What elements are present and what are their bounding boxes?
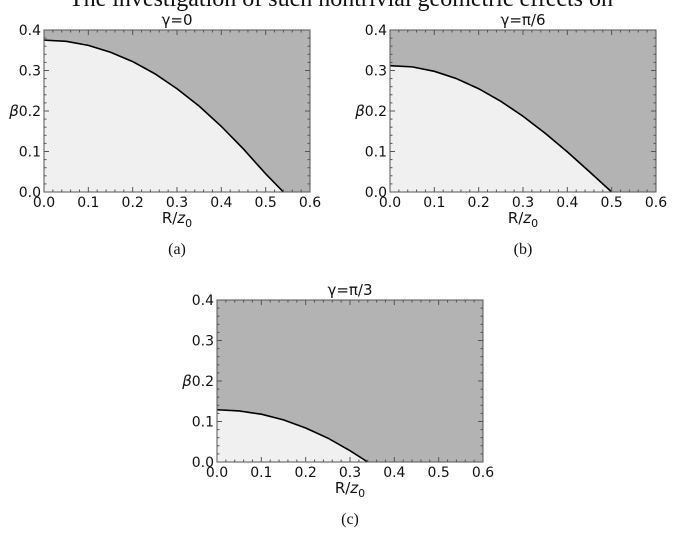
y-axis-title: β [181,372,192,390]
x-tick-label: 0.5 [255,195,277,211]
panel-caption: (a) [168,241,186,258]
region-lower [44,40,284,192]
header-text: The investigation of such nontrivial geo… [0,0,682,13]
panel-caption: (c) [341,511,359,528]
x-tick-label: 0.2 [295,465,317,481]
chart-panel-c: 0.0 0.1 0.2 0.3 0.4 0.5 0.6 0.0 0.1 0.2 0.3 0.4 γ=π/… [173,278,509,540]
boundary-curve [43,39,284,193]
chart-svg: 0.0 0.1 0.2 0.3 0.4 0.5 0.6 0.0 0.1 0.2 0.3 0.4 γ=0 β… [8,11,321,258]
x-axis-title: R/z0 [162,209,192,230]
x-tick-label: 0.2 [468,195,490,211]
x-tick-label: 0.6 [299,195,321,211]
boundary-curve [216,408,369,463]
y-tick-label: 0.3 [19,64,41,80]
region-lower [390,65,612,192]
chart-panel-a: 0.0 0.1 0.2 0.3 0.4 0.5 0.6 0.0 0.1 0.2 0.3 0.4 γ=0 β… [0,8,336,270]
x-tick-label: 0.3 [512,195,534,211]
y-tick-label: 0.4 [192,293,214,309]
chart-panel-b: 0.0 0.1 0.2 0.3 0.4 0.5 0.6 0.0 0.1 0.2 0.3 0.4 γ=π/… [346,8,682,270]
x-tick-label: 0.2 [122,195,144,211]
y-axis-title: β [8,102,19,120]
x-tick-label: 0.6 [472,465,494,481]
x-tick-label: 0.0 [206,465,228,481]
panel-title: γ=π/6 [500,11,545,29]
y-tick-label: 0.3 [365,64,387,80]
x-tick-label: 0.4 [383,465,405,481]
x-tick-label: 0.6 [645,195,667,211]
y-tick-label: 0.1 [365,145,387,161]
y-tick-label: 0.2 [192,374,214,390]
y-tick-label: 0.2 [365,104,387,120]
chart-svg: 0.0 0.1 0.2 0.3 0.4 0.5 0.6 0.0 0.1 0.2 0.3 0.4 γ=π/… [354,11,667,258]
y-tick-label: 0.3 [192,334,214,350]
y-tick-label: 0.1 [19,145,41,161]
x-tick-label: 0.3 [166,195,188,211]
x-tick-label: 0.5 [601,195,623,211]
panel-title: γ=π/3 [327,281,372,299]
x-tick-label: 0.1 [423,195,445,211]
y-tick-label: 0.2 [19,104,41,120]
x-axis-title: R/z0 [508,209,538,230]
x-tick-label: 0.1 [250,465,272,481]
y-tick-label: 0.4 [19,23,41,39]
x-tick-label: 0.5 [428,465,450,481]
panel-caption: (b) [514,241,533,258]
x-tick-label: 0.4 [210,195,232,211]
x-tick-label: 0.1 [77,195,99,211]
y-tick-label: 0.1 [192,415,214,431]
boundary-curve [389,64,613,193]
x-tick-label: 0.0 [33,195,55,211]
chart-svg: 0.0 0.1 0.2 0.3 0.4 0.5 0.6 0.0 0.1 0.2 0.3 0.4 γ=π/… [181,281,494,528]
y-tick-label: 0.4 [365,23,387,39]
x-tick-label: 0.0 [379,195,401,211]
y-tick-label: 0.0 [365,185,387,201]
y-tick-label: 0.0 [192,455,214,471]
region-lower [217,409,368,462]
panel-title: γ=0 [162,11,193,29]
x-tick-label: 0.4 [556,195,578,211]
x-tick-label: 0.3 [339,465,361,481]
y-axis-title: β [354,102,365,120]
x-axis-title: R/z0 [335,479,365,500]
y-tick-label: 0.0 [19,185,41,201]
